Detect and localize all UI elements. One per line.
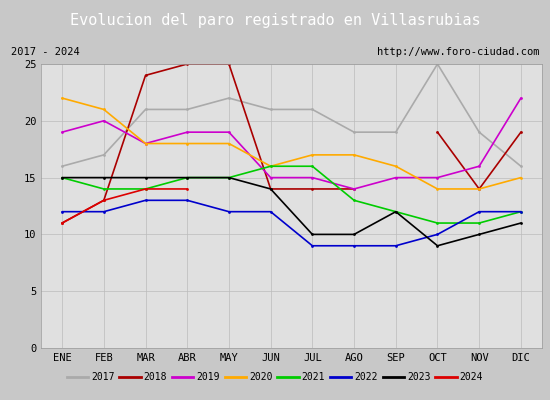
Text: 2017 - 2024: 2017 - 2024: [11, 47, 80, 57]
Text: Evolucion del paro registrado en Villasrubias: Evolucion del paro registrado en Villasr…: [70, 14, 480, 28]
Legend: 2017, 2018, 2019, 2020, 2021, 2022, 2023, 2024: 2017, 2018, 2019, 2020, 2021, 2022, 2023…: [63, 368, 487, 386]
Text: http://www.foro-ciudad.com: http://www.foro-ciudad.com: [377, 47, 539, 57]
